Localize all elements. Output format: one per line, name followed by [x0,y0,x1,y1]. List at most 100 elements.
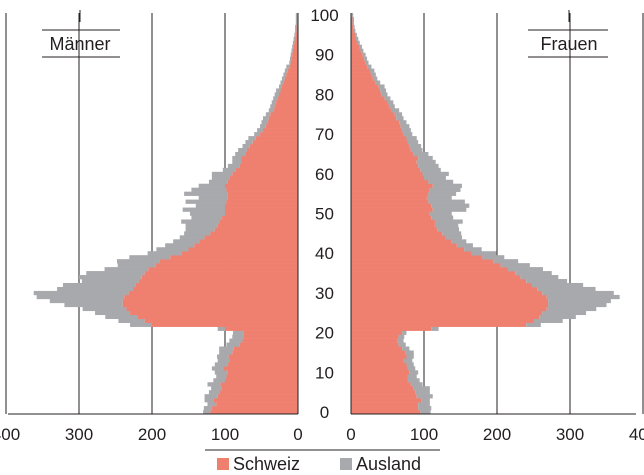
bar-men-schweiz [293,44,298,50]
bar-men-ausland [64,302,123,308]
bar-men-schweiz [227,195,298,200]
bar-women-ausland [420,410,431,415]
bar-men-ausland [281,76,285,81]
bar-women-schweiz [351,124,401,129]
x-tick-label-men: 100 [211,425,239,444]
bar-men-schweiz [280,88,298,93]
bar-women-schweiz [351,211,430,216]
bar-men-ausland [232,334,244,339]
bar-men-ausland [265,112,271,117]
bar-men-ausland [270,104,275,109]
bar-women-schweiz [351,306,547,312]
bar-women-ausland [364,56,368,61]
bar-women-schweiz [351,32,356,38]
bar-women-ausland [365,60,369,65]
bar-women-ausland [360,48,364,54]
bars [33,13,620,415]
bar-women-schweiz [351,302,549,308]
bar-women-ausland [398,342,406,347]
bar-women-schweiz [351,191,429,196]
bar-women-ausland [456,243,473,248]
bar-women-schweiz [351,136,407,141]
bar-men-ausland [286,64,290,69]
bar-women-schweiz [351,386,414,391]
bar-women-ausland [431,326,439,331]
x-tick-label-women: 300 [556,425,584,444]
bar-men-schweiz [233,346,298,351]
bar-men-schweiz [229,358,298,363]
bar-men-schweiz [276,100,298,105]
bar-women-schweiz [351,410,421,415]
bar-women-ausland [431,215,454,220]
bar-men-ausland [273,96,278,101]
bar-men-schweiz [126,306,298,312]
bar-men-schweiz [219,219,298,224]
bar-men-ausland [295,20,298,26]
bar-women-schweiz [351,231,443,236]
bar-men-ausland [279,84,282,89]
bar-men-schweiz [199,239,298,244]
bar-men-schweiz [210,231,298,236]
bar-women-schweiz [351,366,408,371]
bar-women-ausland [380,88,387,93]
bar-men-schweiz [243,330,298,335]
bar-women-ausland [471,251,497,256]
bar-men-ausland [129,255,171,260]
bar-women-ausland [371,72,376,77]
bar-men-schweiz [227,362,298,367]
bar-women-schweiz [351,354,407,359]
bar-women-ausland [413,386,430,391]
bar-women-schweiz [351,350,406,355]
age-tick-label: 0 [320,403,329,422]
bar-men-schweiz [124,294,298,300]
bar-women-schweiz [351,342,399,347]
bar-women-schweiz [351,52,363,57]
bar-men-ausland [238,147,247,153]
bar-women-ausland [356,36,359,42]
bar-women-ausland [353,24,355,30]
bar-men-schweiz [294,40,298,46]
bar-women-schweiz [351,374,408,379]
bar-men-schweiz [214,227,298,232]
bar-men-schweiz [229,175,298,181]
bar-women-ausland [542,310,587,316]
bar-men-ausland [262,116,269,121]
bar-women-schweiz [351,346,403,351]
bar-men-ausland [104,267,149,272]
bar-men-schweiz [220,382,298,387]
bar-women-ausland [445,235,462,240]
bar-women-ausland [369,68,375,73]
bar-men-ausland [292,44,294,50]
bar-women-ausland [464,247,482,252]
bar-men-ausland [289,56,292,61]
bar-men-ausland [191,215,223,220]
bar-men-schweiz [235,167,298,173]
bar-women-schweiz [351,251,472,256]
bar-women-schweiz [351,203,432,208]
bar-men-ausland [248,136,256,141]
bar-men-ausland [289,60,291,65]
bar-women-ausland [431,203,470,208]
bar-women-ausland [407,378,420,383]
bar-women-ausland [403,132,413,137]
bar-women-ausland [515,271,552,276]
bar-men-schweiz [181,251,298,256]
x-tick-label-men: 200 [138,425,166,444]
bar-women-schweiz [351,243,457,248]
bar-men-schweiz [144,318,298,323]
bar-men-schweiz [296,28,298,34]
bar-men-ausland [295,16,298,22]
age-tick-label: 30 [315,284,334,303]
x-tick-label-women: 400 [629,425,644,444]
bar-women-ausland [428,179,454,185]
bar-men-schweiz [226,374,298,379]
bar-women-ausland [409,370,419,375]
bar-men-ausland [219,350,233,355]
bar-men-ausland [203,406,212,411]
age-tick-label: 10 [315,363,334,382]
bar-women-schweiz [351,207,433,212]
bar-men-schweiz [241,155,298,161]
bar-women-ausland [500,263,530,268]
bar-men-schweiz [225,183,298,188]
bar-women-ausland [407,140,419,145]
